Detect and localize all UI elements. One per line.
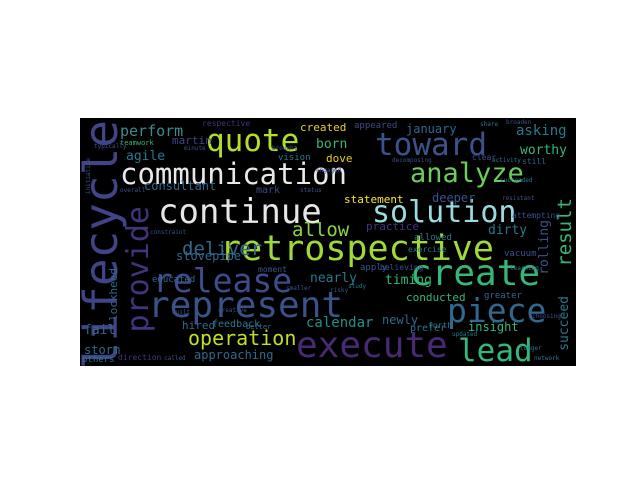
word: lead [458,333,533,367]
word: study [348,283,367,290]
word: built [172,309,191,316]
word: newly [382,313,419,327]
word: provide [121,206,156,333]
word: brought [272,145,298,152]
word: analyze [410,158,524,189]
word: release [153,261,293,300]
word: dirty [488,223,528,238]
word: practice [366,220,419,233]
word: overall [120,187,146,194]
word: toward [375,127,487,163]
word: engaged [316,167,342,174]
word: result [554,198,576,267]
word: vacuum [504,249,537,259]
word: activity [492,157,521,164]
word: deliver [182,238,263,260]
word: martin [172,134,212,147]
word: worthy [520,143,567,158]
word: others [82,355,115,365]
word: statement [344,193,404,206]
word: dove [326,152,353,165]
word: minute [184,145,206,152]
word: piece [447,291,547,330]
word: asking [516,123,567,139]
word: resistant [502,195,535,202]
word: allowed [414,233,452,243]
word: january [406,122,457,136]
word: still [522,157,547,166]
word: called [164,355,186,362]
word: respective [202,119,251,128]
word: feedback [212,319,261,330]
word: share [480,121,499,128]
word: nearly [310,271,357,286]
word-cloud: lifecycle communication retrospective co… [80,118,576,366]
word: updated [452,331,478,338]
word: quote [206,123,300,159]
word: smaller [286,285,312,292]
word: believing [380,263,424,272]
word: choosing [532,313,561,320]
word: better [246,323,272,331]
word: forth [428,321,453,330]
word: born [316,137,348,152]
word: approaching [194,348,274,362]
word: prefer [410,323,447,334]
word: attempting [512,211,561,220]
word: exercise [408,245,447,254]
word: create [410,253,541,294]
word: longer [520,345,542,352]
word: vision [278,153,311,163]
word: created [300,121,347,134]
word: succeeded [500,177,533,184]
word: network [534,355,560,362]
word: creative [218,307,247,314]
word: clear [472,153,497,162]
word: hired [182,319,216,332]
word: execute [296,325,448,366]
word: moment [258,265,287,274]
word: consultant [144,179,217,193]
word: learning [510,265,539,272]
word: risky [330,287,349,294]
word: lockheed [107,268,120,321]
word: timing [385,273,432,288]
word: retrospective [220,229,494,269]
word: operation [188,326,297,350]
word: continue [158,192,322,232]
word: apply [360,263,388,273]
word: stovepipe [176,249,242,263]
word: allow [292,219,350,241]
word: rolling [537,220,552,275]
word: initiative [85,158,92,195]
word: represent [148,285,344,326]
word: solution [372,195,517,230]
word: educated [152,275,196,285]
word: succeed [557,296,572,351]
word: deeper [432,191,476,205]
word: constraint [150,229,187,236]
word: direction [118,353,162,362]
word: status [300,187,322,194]
word: agile [126,149,166,164]
word: conducted [406,291,466,304]
word: greater [484,291,522,301]
word: perform [120,122,184,140]
word: calendar [306,315,374,331]
word: teamwork [120,139,154,147]
word: decomposing [392,157,432,164]
word: typically [94,143,127,150]
word: insight [468,320,519,334]
word: mark [256,185,281,196]
word: communication [120,157,347,191]
word: broaden [506,119,532,126]
word: fail [84,323,116,338]
word: storm [84,343,121,357]
word: appeared [354,121,398,131]
